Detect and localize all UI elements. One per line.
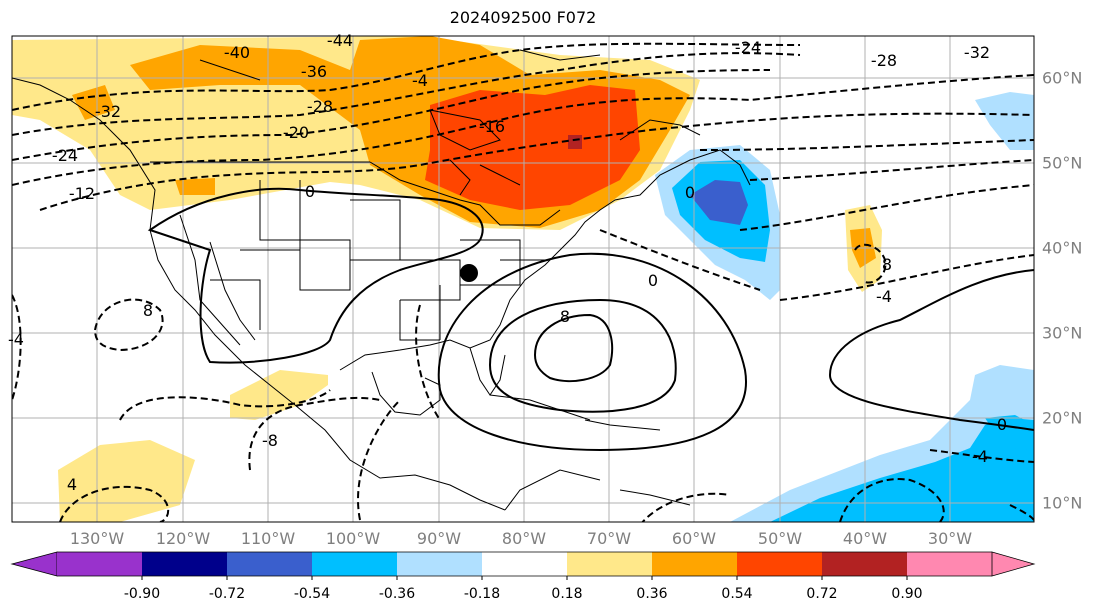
lon-label: 90°W: [416, 529, 462, 548]
colorbar-segment: [737, 552, 822, 576]
lat-label: 60°N: [1042, 68, 1083, 88]
lon-label: 60°W: [671, 529, 717, 548]
contour-label: -8: [262, 431, 278, 450]
contour-label: -4: [412, 71, 428, 90]
colorbar-segment: [142, 552, 227, 576]
contour-label: -28: [871, 51, 897, 70]
colorbar-segment: [57, 552, 142, 576]
colorbar-segment: [822, 552, 907, 576]
weather-map: -44 -40 -36 -32 -28 -24 -24 -20 -16 -12 …: [8, 31, 1035, 523]
contour-label: -4: [8, 330, 24, 349]
lon-label: 110°W: [240, 529, 296, 548]
colorbar: [10, 551, 1036, 580]
colorbar-segment: [397, 552, 482, 576]
shaded-blue-areas: [655, 92, 1034, 522]
contour-label: 8: [560, 307, 570, 326]
colorbar-segment: [652, 552, 737, 576]
colorbar-label: -0.36: [378, 586, 416, 602]
colorbar-segment: [907, 552, 992, 576]
colorbar-label: 0.72: [806, 586, 838, 602]
contour-label: -24: [52, 146, 78, 165]
lon-label: 30°W: [927, 529, 973, 548]
location-marker: [460, 264, 478, 282]
contour-label: 8: [143, 301, 153, 320]
contour-label: -12: [69, 184, 95, 203]
contour-label: 4: [67, 475, 77, 494]
colorbar-segment: [567, 552, 652, 576]
contour-label: -40: [224, 43, 250, 62]
lon-label: 130°W: [69, 529, 125, 548]
contour-label: -32: [964, 43, 990, 62]
lon-label: 70°W: [586, 529, 632, 548]
lon-label: 40°W: [842, 529, 888, 548]
contour-label: -32: [95, 102, 121, 121]
contour-label: -16: [479, 117, 505, 136]
colorbar-label: 0.54: [721, 586, 753, 602]
contour-label: 0: [648, 271, 658, 290]
contour-label: -20: [283, 123, 309, 142]
colorbar-segment: [482, 552, 567, 576]
coastlines: [12, 49, 751, 511]
lon-label: 80°W: [501, 529, 547, 548]
contour-labels: -44 -40 -36 -32 -28 -24 -24 -20 -16 -12 …: [8, 31, 1007, 494]
lat-label: 20°N: [1042, 408, 1083, 428]
lon-label: 120°W: [155, 529, 211, 548]
lon-label: 50°W: [757, 529, 803, 548]
contour-lines: [12, 42, 1034, 522]
plot-title: 2024092500 F072: [449, 8, 597, 27]
colorbar-label: -0.90: [123, 586, 161, 602]
colorbar-segment: [312, 552, 397, 576]
contour-label: -28: [307, 97, 333, 116]
colorbar-segment: [10, 551, 58, 577]
contour-label: -36: [301, 62, 327, 81]
colorbar-label: 0.36: [636, 586, 668, 602]
contour-label: 0: [997, 415, 1007, 434]
contour-label: 0: [685, 183, 695, 202]
map-frame: [11, 35, 1035, 523]
colorbar-label: -0.72: [208, 586, 246, 602]
contour-label: 8: [882, 255, 892, 274]
lat-label: 50°N: [1042, 153, 1083, 173]
colorbar-label: 0.90: [891, 586, 923, 602]
contour-label: -24: [735, 38, 761, 57]
contour-label: 0: [305, 182, 315, 201]
colorbar-segment: [227, 552, 312, 576]
lat-label: 30°N: [1042, 323, 1083, 343]
colorbar-label: -0.54: [293, 586, 331, 602]
contour-label: -4: [876, 287, 892, 306]
contour-label: -4: [972, 447, 988, 466]
lon-label: 100°W: [325, 529, 381, 548]
colorbar-segment: [991, 551, 1036, 577]
lat-label: 40°N: [1042, 238, 1083, 258]
colorbar-label: -0.18: [463, 586, 501, 602]
lat-label: 10°N: [1042, 493, 1083, 513]
colorbar-label: 0.18: [551, 586, 583, 602]
contour-label: -44: [327, 31, 353, 50]
